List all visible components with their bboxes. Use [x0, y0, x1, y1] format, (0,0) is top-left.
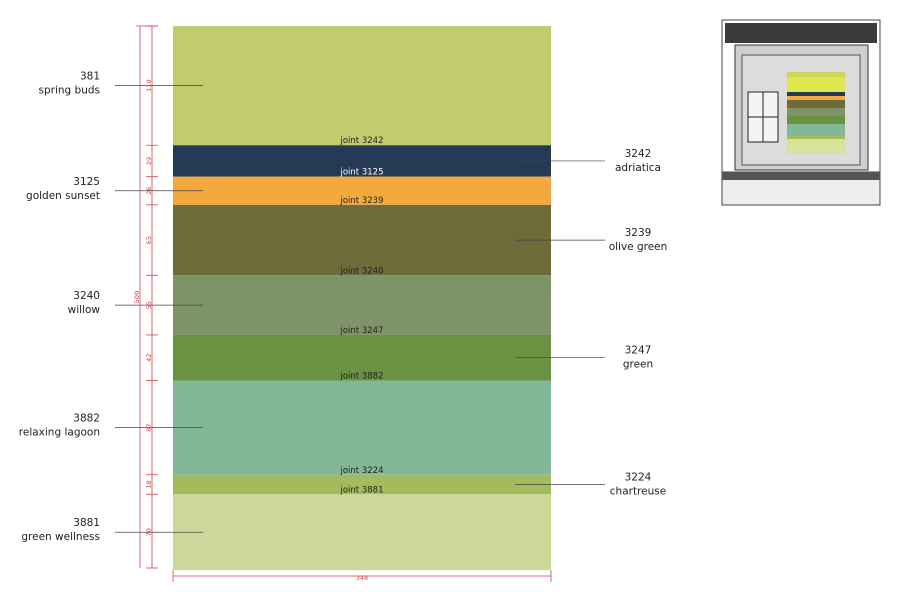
stripe-name: olive green	[609, 241, 668, 253]
dimension-label: 55	[145, 301, 153, 309]
dimension-label: 26	[145, 187, 153, 195]
total-height-label: 500	[133, 291, 141, 303]
stripe-name: relaxing lagoon	[19, 427, 100, 439]
stripe-code: 3125	[73, 176, 100, 188]
stripe-code: 3240	[73, 290, 100, 302]
stripe-code: 381	[80, 71, 100, 83]
stripe-name: willow	[68, 304, 101, 316]
stripe-code: 3242	[625, 148, 652, 160]
joint-label: joint 3247	[340, 326, 384, 336]
dimension-label: 87	[145, 423, 153, 431]
stripe-code: 3247	[625, 345, 652, 357]
stripe-name: green wellness	[21, 531, 100, 543]
color-stripe	[173, 275, 551, 335]
width-label: 348	[356, 574, 368, 582]
joint-label: joint 3882	[340, 371, 384, 381]
color-stripe	[173, 176, 551, 205]
joint-label: joint 3881	[340, 485, 384, 495]
stripe-code: 3881	[73, 517, 100, 529]
stripe-name: adriatica	[615, 162, 661, 174]
dimension-label: 65	[145, 236, 153, 244]
thumbnail	[721, 19, 881, 206]
joint-label: joint 3125	[340, 168, 384, 178]
color-stripe	[173, 26, 551, 146]
stripe-diagram: 381 spring buds 110 3242 adriatica 29 3125 gold…	[19, 25, 668, 582]
stripe-name: golden sunset	[26, 190, 100, 202]
stripe-name: green	[623, 359, 653, 371]
joint-label: joint 3240	[340, 266, 384, 276]
color-stripe	[173, 474, 551, 495]
stripe-code: 3224	[625, 472, 652, 484]
color-stripe	[173, 145, 551, 177]
dimension-label: 110	[145, 79, 153, 91]
dimension-label: 42	[145, 354, 153, 362]
stripe-code: 3882	[73, 413, 100, 425]
dimension-label: 29	[145, 157, 153, 165]
stripe-code: 3239	[625, 227, 652, 239]
stripe-name: chartreuse	[610, 486, 666, 498]
color-stripe	[173, 494, 551, 571]
joint-label: joint 3242	[340, 136, 384, 146]
color-stripe	[173, 334, 551, 381]
stripe-name: spring buds	[39, 85, 100, 97]
color-stripe	[173, 204, 551, 276]
joint-label: joint 3239	[340, 196, 384, 206]
dimension-label: 70	[145, 528, 153, 536]
dimension-label: 18	[145, 480, 153, 488]
joint-label: joint 3224	[340, 466, 384, 476]
color-stripe	[173, 380, 551, 475]
